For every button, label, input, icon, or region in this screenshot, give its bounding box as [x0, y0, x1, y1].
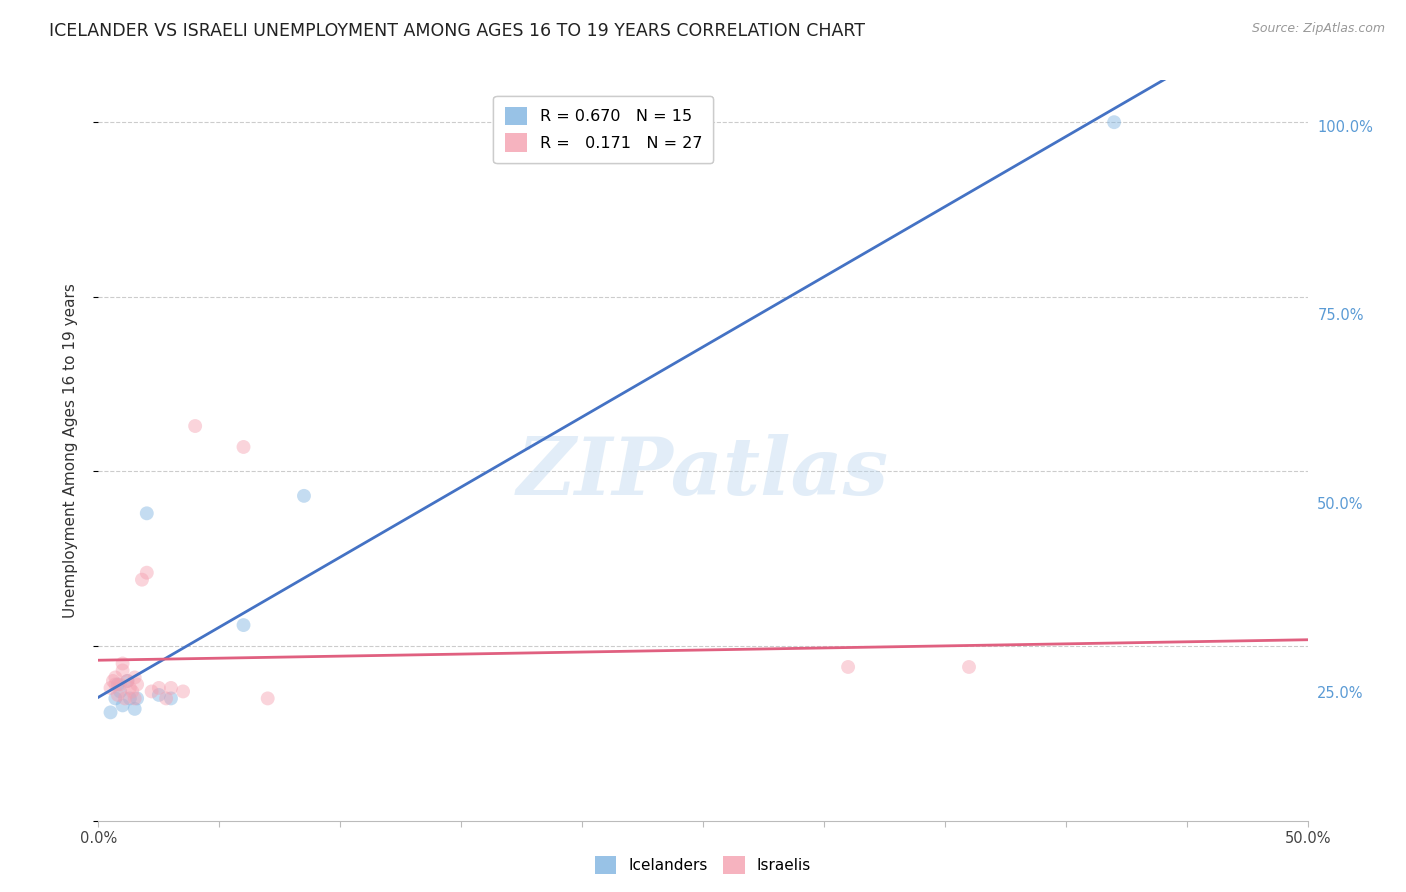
Point: [127, 691, 149, 706]
Point: [148, 681, 170, 695]
Point: [111, 698, 134, 713]
Point: [121, 684, 143, 698]
Point: [118, 691, 141, 706]
Point: [148, 688, 170, 702]
Point: [957, 660, 980, 674]
Point: [232, 440, 254, 454]
Point: [184, 419, 207, 434]
Text: ZIPatlas: ZIPatlas: [517, 434, 889, 511]
Point: [172, 684, 194, 698]
Point: [111, 664, 134, 678]
Point: [108, 684, 131, 698]
Point: [108, 677, 131, 691]
Point: [141, 684, 163, 698]
Point: [124, 670, 146, 684]
Point: [1102, 115, 1125, 129]
Point: [127, 677, 149, 691]
Point: [232, 618, 254, 632]
Point: [124, 691, 146, 706]
Point: [107, 677, 129, 691]
Point: [104, 691, 127, 706]
Point: [104, 677, 127, 691]
Text: Source: ZipAtlas.com: Source: ZipAtlas.com: [1251, 22, 1385, 36]
Point: [837, 660, 859, 674]
Point: [135, 566, 157, 580]
Point: [155, 691, 177, 706]
Legend: R = 0.670   N = 15, R =   0.171   N = 27: R = 0.670 N = 15, R = 0.171 N = 27: [494, 95, 713, 163]
Point: [124, 702, 146, 716]
Point: [131, 573, 153, 587]
Point: [114, 691, 136, 706]
Point: [118, 681, 141, 695]
Point: [135, 506, 157, 520]
Point: [160, 681, 183, 695]
Point: [104, 670, 127, 684]
Point: [256, 691, 278, 706]
Point: [111, 657, 134, 671]
Point: [117, 673, 139, 688]
Point: [292, 489, 315, 503]
Text: ICELANDER VS ISRAELI UNEMPLOYMENT AMONG AGES 16 TO 19 YEARS CORRELATION CHART: ICELANDER VS ISRAELI UNEMPLOYMENT AMONG …: [49, 22, 865, 40]
Point: [160, 691, 183, 706]
Point: [100, 706, 122, 720]
Legend: Icelanders, Israelis: Icelanders, Israelis: [589, 850, 817, 880]
Y-axis label: Unemployment Among Ages 16 to 19 years: Unemployment Among Ages 16 to 19 years: [63, 283, 77, 618]
Point: [107, 688, 129, 702]
Point: [101, 673, 124, 688]
Point: [100, 681, 122, 695]
Point: [117, 673, 139, 688]
